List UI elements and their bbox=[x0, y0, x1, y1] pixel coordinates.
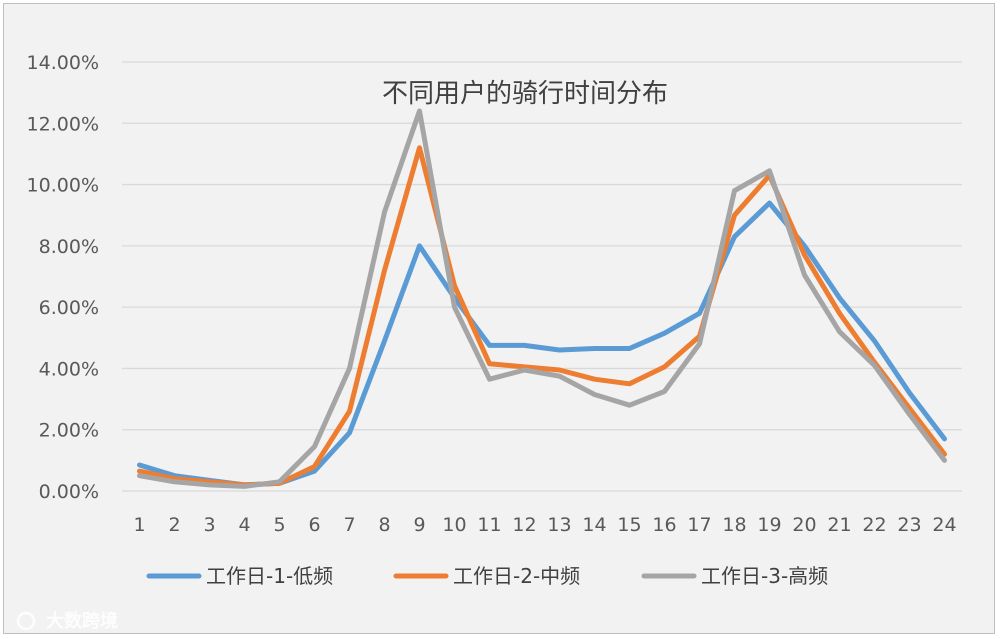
x-tick-label: 12 bbox=[512, 514, 536, 536]
x-tick-label: 13 bbox=[547, 514, 571, 536]
x-tick-label: 16 bbox=[652, 514, 676, 536]
legend-label: 工作日-1-低频 bbox=[206, 564, 333, 588]
x-tick-label: 10 bbox=[442, 514, 466, 536]
y-tick-label: 14.00% bbox=[27, 52, 99, 74]
series-line-3 bbox=[137, 108, 947, 489]
x-tick-label: 18 bbox=[722, 514, 746, 536]
x-tick-label: 3 bbox=[203, 514, 215, 536]
series-line-2 bbox=[137, 145, 947, 488]
x-tick-label: 20 bbox=[792, 514, 816, 536]
y-tick-label: 4.00% bbox=[39, 358, 99, 380]
x-tick-label: 5 bbox=[273, 514, 285, 536]
y-tick-label: 12.00% bbox=[27, 113, 99, 135]
chart-title: 不同用户的骑行时间分布 bbox=[382, 79, 668, 109]
legend: 工作日-1-低频 工作日-2-中频 工作日-3-高频 bbox=[146, 564, 828, 588]
x-tick-label: 14 bbox=[582, 514, 606, 536]
x-tick-label: 19 bbox=[757, 514, 781, 536]
legend-label: 工作日-2-中频 bbox=[453, 564, 580, 588]
x-axis-tick-labels: 1 2 3 4 5 6 7 8 9 10 11 12 13 14 15 16 17 18 19 20 21 22 23 24 bbox=[133, 514, 956, 536]
watermark-logo-icon bbox=[16, 611, 36, 631]
watermark: 大数跨境 bbox=[16, 610, 118, 632]
watermark-text: 大数跨境 bbox=[46, 610, 118, 632]
line-chart: 0.00% 2.00% 4.00% 6.00% 8.00% 10.00% 12.00% 14.… bbox=[16, 52, 962, 632]
x-tick-label: 11 bbox=[477, 514, 501, 536]
x-tick-label: 22 bbox=[862, 514, 886, 536]
x-tick-label: 21 bbox=[827, 514, 851, 536]
x-tick-label: 24 bbox=[932, 514, 956, 536]
x-tick-label: 7 bbox=[343, 514, 355, 536]
gridlines bbox=[122, 61, 962, 492]
x-tick-label: 1 bbox=[133, 514, 145, 536]
y-tick-label: 10.00% bbox=[27, 175, 99, 197]
x-tick-label: 15 bbox=[617, 514, 641, 536]
y-tick-label: 2.00% bbox=[39, 420, 99, 442]
series-lines bbox=[137, 108, 947, 489]
y-axis-tick-labels: 0.00% 2.00% 4.00% 6.00% 8.00% 10.00% 12.00% 14.… bbox=[27, 52, 99, 503]
x-tick-label: 9 bbox=[413, 514, 425, 536]
legend-label: 工作日-3-高频 bbox=[701, 564, 828, 588]
y-tick-label: 8.00% bbox=[39, 236, 99, 258]
x-tick-label: 4 bbox=[238, 514, 250, 536]
chart-frame: 0.00% 2.00% 4.00% 6.00% 8.00% 10.00% 12.00% 14.… bbox=[3, 3, 995, 634]
x-tick-label: 2 bbox=[168, 514, 180, 536]
x-tick-label: 8 bbox=[378, 514, 390, 536]
y-tick-label: 0.00% bbox=[39, 481, 99, 503]
x-tick-label: 23 bbox=[897, 514, 921, 536]
y-tick-label: 6.00% bbox=[39, 297, 99, 319]
x-tick-label: 6 bbox=[308, 514, 320, 536]
x-tick-label: 17 bbox=[687, 514, 711, 536]
